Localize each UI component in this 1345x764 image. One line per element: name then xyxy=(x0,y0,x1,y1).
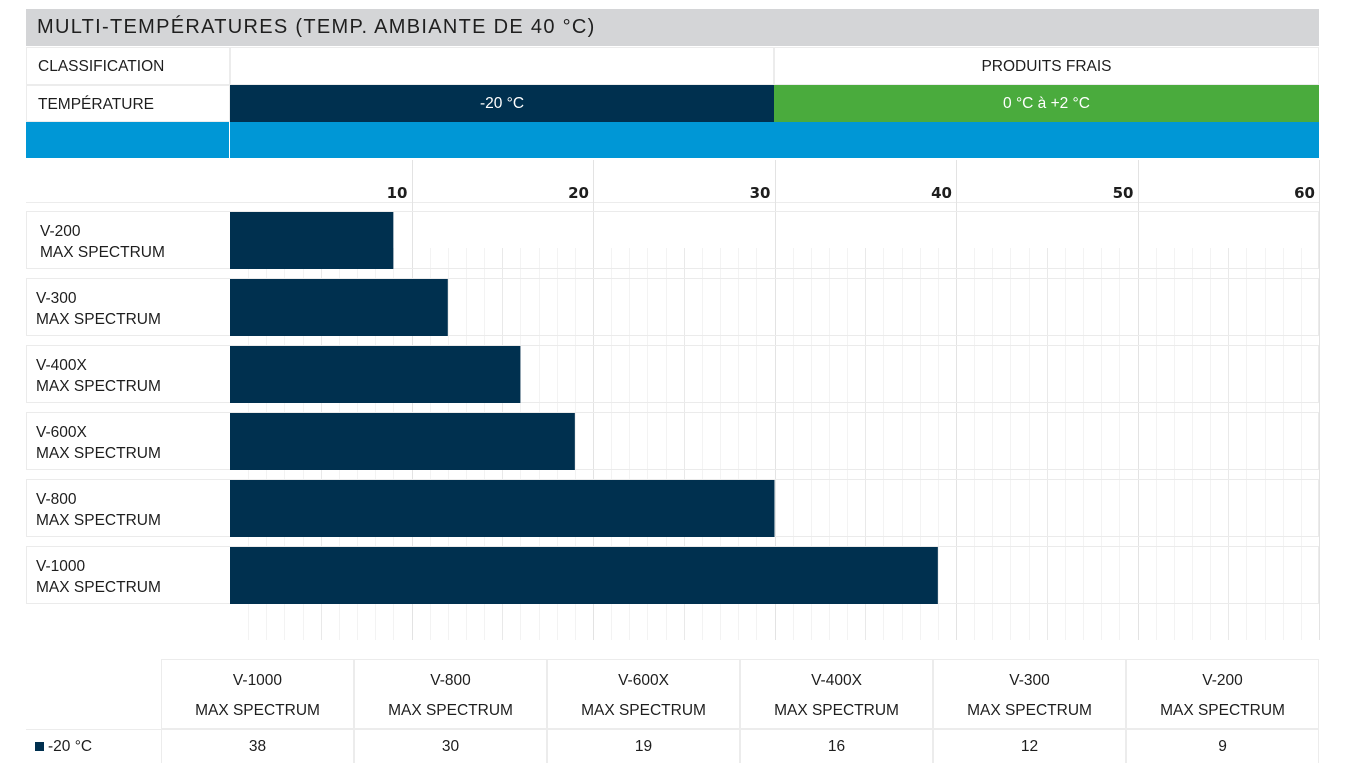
category-sublabel: MAX SPECTRUM xyxy=(40,244,165,261)
bar-chart: 10 20 30 40 50 60 V-200 MAX SPECTRUM V-300 MAX SP… xyxy=(26,160,1320,640)
table-header-model: V-1000 xyxy=(232,672,283,689)
category-row xyxy=(26,211,1319,269)
x-tick-label: 40 xyxy=(931,184,952,202)
table-value-cell: 38 xyxy=(161,729,354,763)
bar xyxy=(230,279,448,336)
category-row xyxy=(26,345,1319,403)
category-row xyxy=(26,278,1319,336)
bar xyxy=(230,212,394,269)
chart-title: MULTI-TEMPÉRATURES (TEMP. AMBIANTE DE 40… xyxy=(26,9,1319,46)
category-sublabel: MAX SPECTRUM xyxy=(36,378,161,395)
category-sublabel: MAX SPECTRUM xyxy=(36,579,161,596)
table-value-cell: 19 xyxy=(547,729,740,763)
legend-label: -20 °C xyxy=(48,738,93,755)
classification-label: CLASSIFICATION xyxy=(26,47,230,85)
table-header-line: MAX SPECTRUM xyxy=(774,702,899,719)
bar xyxy=(230,413,575,470)
table-header-cell: V-1000 MAX SPECTRUM xyxy=(161,659,354,729)
category-sublabel: MAX SPECTRUM xyxy=(36,311,161,328)
bar xyxy=(230,346,521,403)
table-header-line: MAX SPECTRUM xyxy=(195,702,320,719)
data-table: V-1000 MAX SPECTRUM 38 V-800 MAX SPECTRUM 30 V… xyxy=(161,659,1319,763)
x-tick-label: 10 xyxy=(387,184,408,202)
table-header-model: V-400X xyxy=(811,672,862,689)
table-value-cell: 9 xyxy=(1126,729,1319,763)
category-sublabel: MAX SPECTRUM xyxy=(36,445,161,462)
bar xyxy=(230,480,775,537)
table-header-line: MAX SPECTRUM xyxy=(388,702,513,719)
blue-band-right xyxy=(230,122,1319,158)
x-tick-label: 50 xyxy=(1113,184,1134,202)
category-label: V-400X xyxy=(36,357,88,374)
category-label: V-300 xyxy=(36,290,77,307)
temperature-label: TEMPÉRATURE xyxy=(26,85,230,122)
table-header-model: V-800 xyxy=(430,672,471,689)
table-value-cell: 16 xyxy=(740,729,933,763)
legend-swatch xyxy=(35,742,44,751)
table-header-model: V-300 xyxy=(1009,672,1050,689)
category-label: V-600X xyxy=(36,424,88,441)
classification-frozen xyxy=(230,47,774,85)
x-tick-label: 20 xyxy=(568,184,589,202)
temperature-fresh-band: 0 °C à +2 °C xyxy=(774,85,1319,122)
table-value-cell: 30 xyxy=(354,729,547,763)
category-row xyxy=(26,412,1319,470)
table-value-cell: 12 xyxy=(933,729,1126,763)
axis-row xyxy=(26,160,1319,203)
temperature-frozen-band: -20 °C xyxy=(230,85,774,122)
legend-item: -20 °C xyxy=(26,729,161,763)
table-header-cell: V-200 MAX SPECTRUM xyxy=(1126,659,1319,729)
table-header-model: V-200 xyxy=(1202,672,1243,689)
category-label: V-200 xyxy=(40,223,81,240)
classification-fresh: PRODUITS FRAIS xyxy=(774,47,1319,85)
table-header-cell: V-600X MAX SPECTRUM xyxy=(547,659,740,729)
x-tick-label: 30 xyxy=(750,184,771,202)
table-header-cell: V-400X MAX SPECTRUM xyxy=(740,659,933,729)
table-header-model: V-600X xyxy=(618,672,669,689)
x-tick-label: 60 xyxy=(1294,184,1315,202)
blue-band-left xyxy=(26,122,229,158)
table-header-line: MAX SPECTRUM xyxy=(1160,702,1285,719)
category-label: V-1000 xyxy=(36,558,86,575)
table-header-cell: V-300 MAX SPECTRUM xyxy=(933,659,1126,729)
table-header-line: MAX SPECTRUM xyxy=(581,702,706,719)
table-header-line: MAX SPECTRUM xyxy=(967,702,1092,719)
category-sublabel: MAX SPECTRUM xyxy=(36,512,161,529)
bar xyxy=(230,547,938,604)
table-header-cell: V-800 MAX SPECTRUM xyxy=(354,659,547,729)
category-label: V-800 xyxy=(36,491,77,508)
